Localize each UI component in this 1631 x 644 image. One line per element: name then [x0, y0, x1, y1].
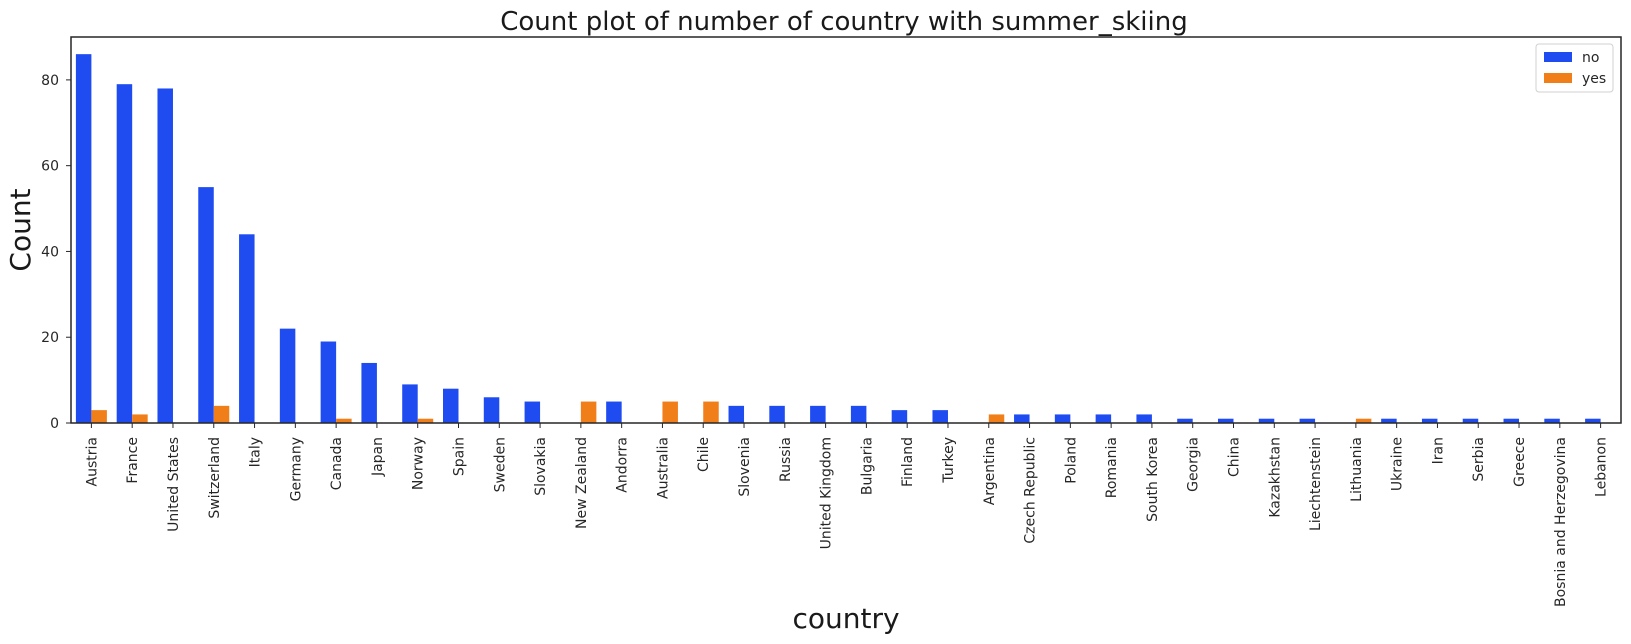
x-tick-label: New Zealand	[574, 437, 590, 529]
x-tick-label: Argentina	[982, 437, 998, 505]
bar-no-slovakia	[524, 401, 541, 423]
bar-no-bosnia-and-herzegovina	[1544, 418, 1560, 423]
bar-no-norway	[402, 384, 418, 423]
x-tick-label: United Kingdom	[819, 437, 835, 549]
bar-no-lebanon	[1585, 418, 1601, 423]
x-tick-label: Andorra	[615, 437, 631, 493]
bar-no-italy	[239, 234, 255, 423]
x-tick-label: Switzerland	[207, 437, 223, 519]
bar-no-south-korea	[1136, 414, 1152, 423]
bar-yes-chile	[703, 401, 719, 423]
x-tick-label: Iran	[1430, 437, 1446, 464]
x-tick-label: Finland	[900, 437, 916, 487]
bar-no-kazakhstan	[1258, 418, 1275, 423]
bar-no-georgia	[1177, 418, 1193, 423]
y-axis-ticks: 0 20 40 60 80	[41, 73, 71, 432]
bar-no-finland	[891, 410, 908, 423]
y-tick-label: 20	[41, 330, 59, 346]
x-tick-label: Russia	[778, 437, 794, 482]
bar-no-spain	[443, 388, 459, 423]
bars-layer	[75, 54, 1601, 424]
bar-no-bulgaria	[850, 405, 867, 423]
x-tick-label: Georgia	[1186, 437, 1202, 492]
x-tick-label: Spain	[452, 437, 468, 476]
bar-no-germany	[279, 328, 296, 423]
y-tick-label: 60	[41, 159, 59, 175]
y-tick-label: 80	[41, 73, 59, 89]
x-tick-label: China	[1227, 437, 1243, 477]
bar-no-canada	[320, 341, 337, 423]
x-tick-label: Romania	[1104, 437, 1120, 498]
x-tick-label: Italy	[248, 437, 264, 467]
x-tick-label: Canada	[329, 437, 345, 490]
bar-no-romania	[1095, 414, 1112, 423]
legend-label-yes: yes	[1582, 71, 1606, 87]
x-axis-label: country	[792, 602, 899, 635]
bar-no-serbia	[1462, 418, 1479, 423]
bar-yes-austria	[91, 410, 107, 423]
x-tick-label: France	[125, 437, 141, 484]
bar-yes-norway	[417, 418, 434, 423]
x-tick-label: Slovakia	[533, 437, 549, 496]
bar-no-sweden	[483, 397, 500, 423]
x-tick-label: Australia	[655, 437, 671, 499]
legend-swatch-yes	[1544, 73, 1572, 83]
bar-no-china	[1218, 418, 1234, 423]
bar-no-united-kingdom	[810, 405, 826, 423]
bar-yes-lithuania	[1355, 418, 1372, 423]
bar-no-iran	[1421, 418, 1438, 423]
legend-label-no: no	[1582, 50, 1599, 66]
legend: no yes	[1535, 43, 1614, 93]
bar-no-japan	[361, 362, 377, 423]
bar-yes-australia	[662, 401, 678, 423]
x-tick-label: Ukraine	[1390, 437, 1406, 491]
x-tick-label: Slovenia	[737, 437, 753, 497]
bar-yes-france	[132, 414, 148, 423]
bar-no-russia	[769, 405, 785, 423]
x-tick-label: Turkey	[941, 437, 957, 484]
bar-no-andorra	[606, 401, 622, 423]
x-tick-label: Sweden	[492, 437, 508, 492]
bar-no-france	[116, 84, 133, 423]
bar-no-united-states	[157, 88, 173, 423]
x-tick-label: Serbia	[1471, 437, 1487, 482]
x-tick-label: Lebanon	[1594, 437, 1610, 497]
bar-yes-switzerland	[213, 405, 230, 423]
x-tick-label: Kazakhstan	[1267, 437, 1283, 518]
x-tick-label: South Korea	[1145, 437, 1161, 522]
bar-no-czech-republic	[1014, 414, 1030, 423]
y-axis-label: Count	[4, 188, 37, 271]
bar-no-austria	[75, 54, 92, 424]
x-tick-label: United States	[166, 437, 182, 532]
x-axis-ticks: Austria France United States Switzerland Ita…	[84, 423, 1610, 607]
plot-frame	[70, 36, 1622, 424]
x-tick-label: Czech Republic	[1023, 437, 1039, 544]
x-tick-label: Bosnia and Herzegovina	[1553, 437, 1569, 607]
y-tick-label: 0	[50, 416, 59, 432]
x-tick-label: Japan	[370, 437, 386, 477]
x-tick-label: Austria	[84, 437, 100, 486]
y-tick-label: 40	[41, 244, 59, 260]
bar-yes-argentina	[988, 414, 1005, 423]
x-tick-label: Poland	[1063, 437, 1079, 484]
bar-yes-canada	[336, 418, 352, 423]
x-tick-label: Bulgaria	[859, 437, 875, 495]
legend-swatch-no	[1544, 52, 1572, 62]
bar-no-ukraine	[1381, 418, 1397, 423]
bar-yes-new-zealand	[580, 401, 597, 423]
bar-no-turkey	[932, 410, 948, 423]
bar-no-switzerland	[198, 187, 214, 423]
x-tick-label: Germany	[288, 437, 304, 501]
bar-no-slovenia	[728, 405, 745, 423]
bar-no-liechtenstein	[1299, 418, 1316, 423]
x-tick-label: Chile	[696, 437, 712, 472]
bar-no-greece	[1503, 418, 1520, 423]
chart-title: Count plot of number of country with sum…	[500, 7, 1187, 37]
bar-no-poland	[1054, 414, 1071, 423]
x-tick-label: Norway	[411, 437, 427, 490]
x-tick-label: Lithuania	[1349, 437, 1365, 502]
x-tick-label: Greece	[1512, 437, 1528, 487]
x-tick-label: Liechtenstein	[1308, 437, 1324, 531]
